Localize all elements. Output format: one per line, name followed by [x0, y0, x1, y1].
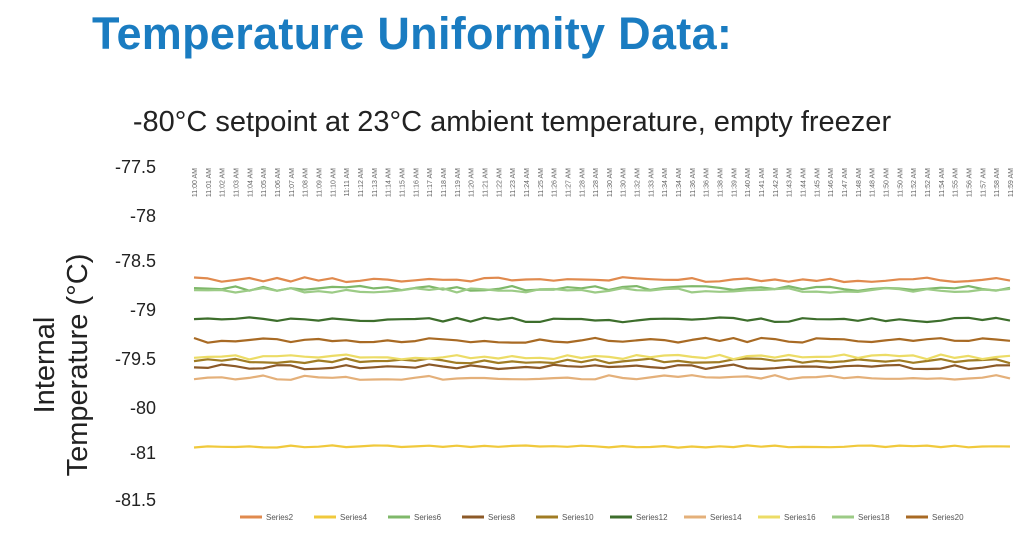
x-tick-label: 11:32 AM [635, 168, 642, 197]
x-tick-label: 11:25 AM [538, 168, 545, 197]
y-tick-label: -77.5 [115, 157, 156, 177]
x-tick-label: 11:22 AM [496, 168, 503, 197]
x-tick-label: 11:09 AM [316, 168, 323, 197]
x-tick-label: 11:07 AM [289, 168, 296, 197]
legend-label: Series18 [858, 513, 890, 522]
x-tick-label: 11:19 AM [455, 168, 462, 197]
legend-label: Series6 [414, 513, 442, 522]
x-tick-label: 11:03 AM [233, 168, 240, 197]
x-tick-label: 11:55 AM [953, 168, 960, 197]
x-tick-label: 11:47 AM [842, 168, 849, 197]
x-tick-label: 11:26 AM [552, 168, 559, 197]
legend-label: Series16 [784, 513, 816, 522]
series-line-series16 [193, 353, 1011, 361]
x-tick-label: 11:13 AM [372, 168, 379, 197]
x-tick-label: 11:43 AM [787, 168, 794, 197]
x-tick-label: 11:20 AM [469, 168, 476, 197]
y-tick-label: -79.5 [115, 349, 156, 369]
x-tick-label: 11:36 AM [690, 168, 697, 197]
x-tick-label: 11:34 AM [676, 168, 683, 197]
x-tick-label: 11:30 AM [621, 168, 628, 197]
x-tick-label: 11:56 AM [967, 168, 974, 197]
x-tick-label: 11:42 AM [773, 168, 780, 197]
y-tick-label: -78.5 [115, 251, 156, 271]
x-tick-label: 11:16 AM [413, 168, 420, 197]
series-line-series18 [193, 286, 1011, 294]
x-tick-label: 11:52 AM [911, 168, 918, 197]
x-tick-label: 11:17 AM [427, 168, 434, 197]
series-line-series4 [193, 444, 1011, 449]
x-tick-label: 11:52 AM [925, 168, 932, 197]
x-tick-label: 11:34 AM [662, 168, 669, 197]
y-tick-label: -79 [130, 300, 156, 320]
x-tick-label: 11:45 AM [814, 168, 821, 197]
series-line-series10 [193, 357, 1011, 365]
chart-title: -80°C setpoint at 23°C ambient temperatu… [132, 106, 892, 138]
x-tick-label: 11:44 AM [801, 168, 808, 197]
x-tick-label: 11:11 AM [344, 168, 351, 197]
series-line-series20 [193, 336, 1011, 344]
series-line-series2 [193, 276, 1011, 284]
x-tick-label: 11:04 AM [247, 168, 254, 197]
x-tick-label: 11:14 AM [386, 168, 393, 197]
x-tick-label: 11:50 AM [897, 168, 904, 197]
x-tick-label: 11:28 AM [593, 168, 600, 197]
legend-label: Series8 [488, 513, 516, 522]
x-tick-label: 11:02 AM [220, 168, 227, 197]
x-tick-label: 11:54 AM [939, 168, 946, 197]
x-tick-label: 11:01 AM [206, 168, 213, 197]
legend-label: Series14 [710, 513, 742, 522]
x-tick-label: 11:36 AM [704, 168, 711, 197]
y-tick-label: -81 [130, 443, 156, 463]
x-tick-label: 11:50 AM [884, 168, 891, 197]
x-tick-label: 11:23 AM [510, 168, 517, 197]
x-tick-label: 11:33 AM [648, 168, 655, 197]
slide-title: Temperature Uniformity Data: [92, 8, 733, 59]
x-tick-label: 11:57 AM [980, 168, 987, 197]
x-tick-label: 11:12 AM [358, 168, 365, 197]
x-tick-label: 11:59 AM [1008, 168, 1015, 197]
x-tick-label: 11:28 AM [579, 168, 586, 197]
legend-label: Series20 [932, 513, 964, 522]
x-tick-label: 11:38 AM [718, 168, 725, 197]
x-tick-label: 11:48 AM [856, 168, 863, 197]
x-tick-label: 11:18 AM [441, 168, 448, 197]
x-tick-label: 11:46 AM [828, 168, 835, 197]
x-tick-label: 11:27 AM [565, 168, 572, 197]
x-tick-label: 11:58 AM [994, 168, 1001, 197]
y-tick-label: -78 [130, 206, 156, 226]
x-tick-label: 11:08 AM [303, 168, 310, 197]
x-tick-label: 11:41 AM [759, 168, 766, 197]
legend-label: Series12 [636, 513, 668, 522]
x-tick-label: 11:15 AM [399, 168, 406, 197]
x-tick-label: 11:40 AM [745, 168, 752, 197]
y-tick-label: -80 [130, 398, 156, 418]
x-tick-label: 11:24 AM [524, 168, 531, 197]
x-tick-label: 11:48 AM [870, 168, 877, 197]
x-tick-label: 11:39 AM [731, 168, 738, 197]
x-tick-label: 11:06 AM [275, 168, 282, 197]
series-line-series8 [193, 363, 1011, 371]
x-tick-label: 11:30 AM [607, 168, 614, 197]
series-line-series12 [193, 316, 1011, 324]
x-tick-label: 11:21 AM [482, 168, 489, 197]
legend-label: Series4 [340, 513, 368, 522]
legend-label: Series10 [562, 513, 594, 522]
y-tick-label: -81.5 [115, 490, 156, 510]
legend-label: Series2 [266, 513, 294, 522]
x-tick-label: 11:05 AM [261, 168, 268, 197]
x-tick-label: 11:00 AM [192, 168, 199, 197]
series-line-series14 [193, 374, 1011, 381]
x-tick-label: 11:10 AM [330, 168, 337, 197]
